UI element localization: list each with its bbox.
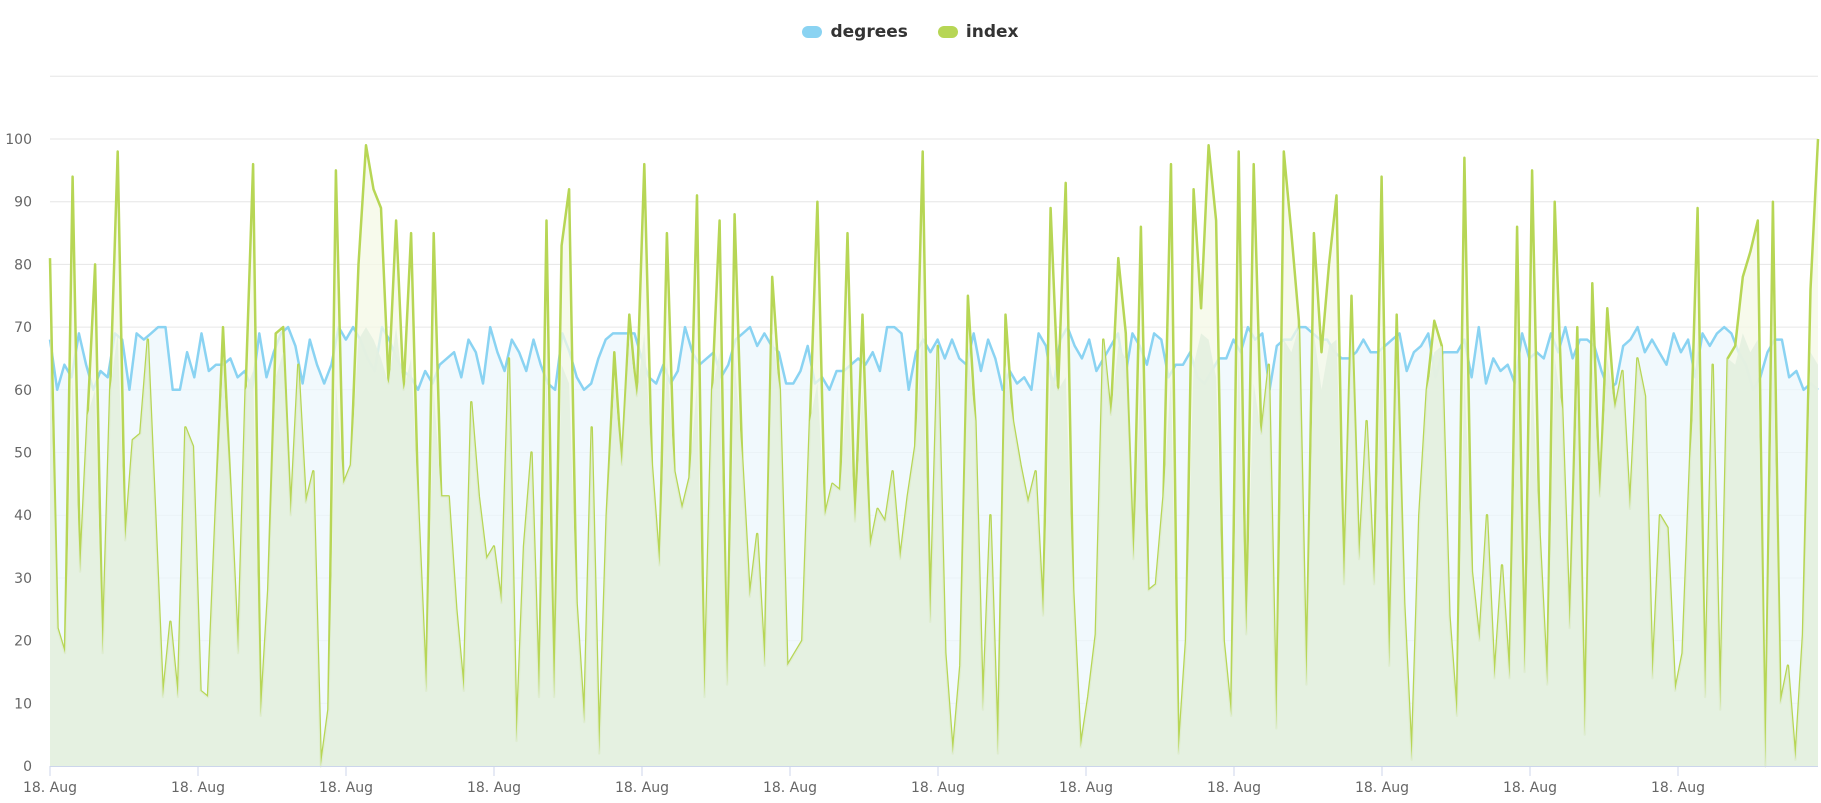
x-tick-label: 18. Aug (23, 780, 77, 796)
legend-item-index[interactable]: index (937, 22, 1019, 42)
x-tick-label: 18. Aug (467, 780, 521, 796)
legend-label-degrees: degrees (830, 22, 908, 42)
y-tick-label: 30 (14, 571, 32, 587)
y-tick-label: 60 (14, 383, 32, 399)
x-tick-label: 18. Aug (1355, 780, 1409, 796)
x-tick-label: 18. Aug (171, 780, 225, 796)
y-tick-label: 90 (14, 195, 32, 211)
index-swatch-icon (937, 26, 958, 38)
area-fill-overlap (50, 327, 1818, 766)
x-tick-label: 18. Aug (1503, 780, 1557, 796)
series-line[interactable] (48, 325, 1819, 392)
y-tick-label: 0 (23, 759, 32, 775)
y-tick-label: 10 (14, 696, 32, 712)
degrees-swatch-icon (802, 26, 823, 38)
y-tick-label: 80 (14, 257, 32, 273)
y-tick-label: 20 (14, 634, 32, 650)
x-tick-label: 18. Aug (911, 780, 965, 796)
y-tick-label: 100 (5, 132, 32, 148)
x-tick-label: 18. Aug (1207, 780, 1261, 796)
y-tick-label: 50 (14, 446, 32, 462)
x-axis: 18. Aug 18. Aug 18. Aug 18. Aug 18. Aug 18. A… (23, 766, 1818, 796)
series-index (48, 138, 1820, 768)
y-tick-label: 70 (14, 320, 32, 336)
x-tick-label: 18. Aug (763, 780, 817, 796)
x-tick-label: 18. Aug (1651, 780, 1705, 796)
x-tick-label: 18. Aug (615, 780, 669, 796)
x-tick-label: 18. Aug (319, 780, 373, 796)
legend: degrees index (0, 22, 1821, 42)
legend-label-index: index (965, 22, 1019, 42)
y-tick-label: 40 (14, 508, 32, 524)
x-tick-label: 18. Aug (1059, 780, 1113, 796)
y-axis-labels: 0 10 20 30 40 50 60 70 80 90 100 (5, 132, 32, 775)
legend-item-degrees[interactable]: degrees (802, 22, 908, 42)
